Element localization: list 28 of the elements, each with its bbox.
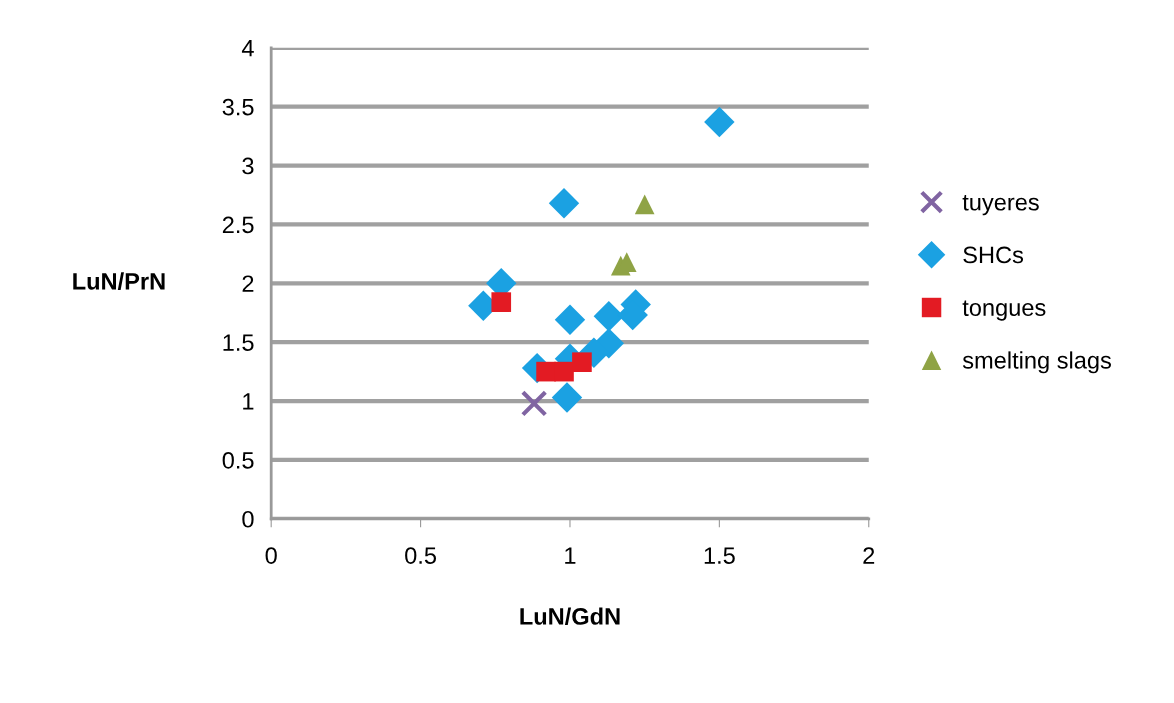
- y-tick-label: 4: [241, 40, 254, 57]
- x-tick-label: 0.5: [405, 547, 437, 564]
- legend-label: tuyeres: [962, 195, 1039, 216]
- point: [554, 361, 574, 382]
- legend-label: smelting slags: [962, 351, 1111, 374]
- y-tick-label: 1.5: [223, 334, 254, 351]
- y-axis-title: LuN/PrN: [73, 272, 165, 290]
- legend-label: SHCs: [963, 246, 1024, 264]
- point: [520, 390, 548, 417]
- x-tick-label: 1.5: [704, 547, 735, 564]
- x-tick-label: 1: [565, 547, 576, 564]
- x-axis-title: LuN/GdN: [520, 607, 620, 626]
- y-tick-label: 0: [242, 510, 254, 528]
- y-tick-label: 3.5: [222, 98, 254, 116]
- legend-label: tongues: [962, 300, 1046, 321]
- y-tick-label: 1: [243, 393, 254, 410]
- point: [551, 382, 583, 413]
- x-tick-label: 0: [265, 547, 277, 564]
- point: [704, 106, 735, 138]
- point: [548, 188, 580, 219]
- point: [491, 292, 512, 312]
- y-tick-label: 2.5: [222, 216, 254, 234]
- y-tick-label: 2: [242, 275, 254, 292]
- point: [634, 194, 655, 215]
- x-tick-label: 2: [863, 547, 875, 564]
- point: [554, 304, 586, 336]
- y-tick-label: 0.5: [222, 452, 254, 469]
- y-tick-label: 3: [242, 157, 254, 175]
